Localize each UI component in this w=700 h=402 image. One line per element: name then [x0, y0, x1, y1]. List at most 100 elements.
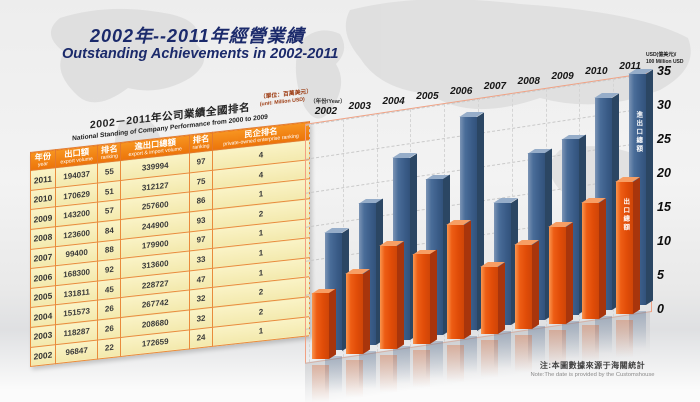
- y-tick-label: 10: [657, 234, 671, 248]
- bar-side-face: [565, 222, 573, 324]
- cell-value: 26: [97, 317, 121, 340]
- page-title-en: Outstanding Achievements in 2002-2011: [62, 46, 339, 63]
- year-label-2004: 2004: [382, 96, 405, 108]
- bar-export-2004: [379, 241, 404, 400]
- bar-refl-face: [527, 325, 545, 370]
- bar-refl-face: [460, 336, 478, 381]
- bar-side-face: [599, 198, 607, 319]
- bar-refl-face: [494, 331, 511, 376]
- bar-refl-face: [312, 365, 329, 402]
- year-label-2002: 2002: [314, 106, 338, 118]
- bar-export-2007: [481, 262, 505, 384]
- x-axis-label: （年份/Year）: [310, 99, 346, 106]
- bar-side-face: [464, 220, 472, 340]
- bar-refl-face: [561, 320, 579, 365]
- bar-front-face: [413, 254, 431, 345]
- bar-export-2011: 出口總額: [616, 177, 641, 364]
- y-tick-label: 20: [657, 166, 671, 180]
- bar-front-face: [514, 244, 532, 329]
- bar-refl-face: [481, 339, 498, 384]
- bar-export-2009: [548, 222, 573, 374]
- bar-side-face: [531, 240, 539, 329]
- bar-refl-face: [392, 346, 410, 391]
- year-label-2011: 2011: [619, 60, 641, 72]
- bar-export-2005: [413, 249, 438, 395]
- cell-value: 51: [97, 180, 121, 203]
- cell-value: 47: [189, 268, 213, 291]
- source-note: 注:本圖數據來源于海關統計 Note:The date is provided …: [490, 361, 695, 380]
- bar-export-2010: [582, 198, 607, 369]
- y-tick-label: 0: [657, 302, 664, 316]
- y-tick-label: 25: [657, 132, 671, 146]
- gridline-vertical: [309, 124, 310, 363]
- bar-refl-face: [582, 324, 600, 369]
- bar-side-face: [646, 69, 654, 305]
- bar-side-face: [329, 288, 336, 360]
- cell-value: 57: [97, 199, 121, 223]
- bar-side-face: [430, 249, 438, 345]
- year-label-2005: 2005: [416, 91, 439, 103]
- bar-side-face: [362, 269, 370, 355]
- source-note-en: Note:The date is provided by the Customs…: [530, 371, 655, 378]
- y-tick-label: 30: [657, 98, 671, 112]
- cell-value: 32: [189, 307, 213, 330]
- year-label-2009: 2009: [551, 71, 574, 83]
- bar-side-face: [396, 241, 404, 350]
- y-tick-label: 15: [657, 200, 671, 214]
- bar-front-face: [345, 273, 363, 355]
- year-label-2007: 2007: [483, 81, 507, 93]
- cell-value: 97: [189, 228, 213, 252]
- bar-front-face: [447, 224, 465, 340]
- bar-export-2002: [312, 288, 336, 402]
- cell-value: 33: [189, 248, 213, 271]
- bar-export-2006: [447, 220, 472, 390]
- bar-refl-face: [325, 356, 342, 401]
- series-label: 進出口總額: [634, 110, 642, 154]
- performance-ranking-table: 年份 year 出口額 export volume 排名 ranking 進出口總額 expo…: [30, 121, 310, 367]
- bar-front-face: [481, 266, 498, 334]
- bar-front-face: [616, 181, 634, 314]
- cell-value: 24: [189, 326, 213, 350]
- cell-value: 92: [97, 258, 121, 281]
- bar-front-face: [548, 226, 566, 324]
- bar-front-face: [582, 202, 600, 319]
- bar-side-face: [498, 262, 505, 334]
- bar-refl-face: [616, 319, 634, 364]
- bar-refl-face: [629, 310, 647, 355]
- bar-front-face: [379, 245, 397, 350]
- y-tick-label: 35: [657, 64, 671, 78]
- year-label-2006: 2006: [450, 86, 473, 98]
- bar-refl-face: [426, 341, 444, 386]
- bar-refl-face: [413, 350, 431, 395]
- cell-value: 97: [189, 150, 213, 173]
- y-axis-unit-label: USD(億美元)/ 100 Million USD: [646, 52, 700, 65]
- y-axis-unit-line1: USD(億美元)/: [646, 52, 677, 58]
- bar-refl-face: [514, 334, 532, 379]
- page-title-zh: 2002年--2011年經營業績: [90, 26, 305, 46]
- y-tick-label: 5: [657, 268, 664, 282]
- series-label: 出口總額: [621, 197, 629, 232]
- year-label-2008: 2008: [517, 76, 540, 88]
- cell-value: 84: [97, 219, 121, 242]
- y-axis-unit-line2: 100 Million USD: [646, 58, 684, 65]
- ranking-table-block: （單位：百萬美元） (unit: Million USD) 2002－2011年…: [30, 89, 312, 367]
- cell-year: 2002: [30, 344, 56, 367]
- page-title: 2002年--2011年經營業績 Outstanding Achievement…: [62, 26, 338, 62]
- cell-value: 22: [97, 337, 121, 360]
- cell-value: 32: [189, 287, 213, 310]
- bar-side-face: [633, 177, 641, 314]
- cell-value: 26: [97, 297, 121, 320]
- cell-value: 96847: [55, 339, 98, 364]
- cell-value: 88: [97, 239, 121, 262]
- bar-refl-face: [447, 345, 465, 390]
- bar-refl-face: [548, 329, 566, 374]
- bar-export-2003: [345, 269, 370, 402]
- bar-export-2008: [514, 240, 539, 379]
- year-label-2010: 2010: [585, 66, 608, 77]
- cell-value: 93: [189, 209, 213, 232]
- bar-refl-face: [345, 360, 363, 402]
- year-label-2003: 2003: [348, 101, 371, 113]
- cell-value: 86: [189, 189, 213, 212]
- bar-front-face: [312, 293, 329, 360]
